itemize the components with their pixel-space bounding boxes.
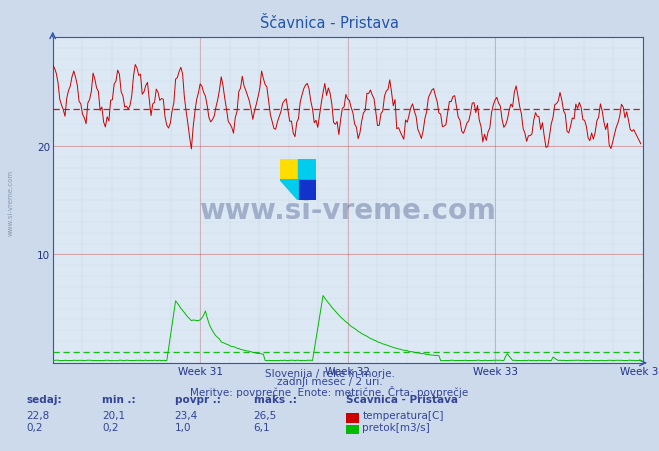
- Text: 23,4: 23,4: [175, 410, 198, 420]
- Text: 1,0: 1,0: [175, 422, 191, 432]
- Text: min .:: min .:: [102, 394, 136, 404]
- Text: Ščavnica - Pristava: Ščavnica - Pristava: [346, 394, 458, 404]
- Text: temperatura[C]: temperatura[C]: [362, 410, 444, 420]
- Text: sedaj:: sedaj:: [26, 394, 62, 404]
- Text: www.si-vreme.com: www.si-vreme.com: [199, 197, 496, 225]
- Bar: [280, 160, 298, 180]
- Bar: [298, 160, 316, 180]
- Text: povpr .:: povpr .:: [175, 394, 221, 404]
- Bar: [298, 180, 316, 201]
- Text: 0,2: 0,2: [102, 422, 119, 432]
- Text: zadnji mesec / 2 uri.: zadnji mesec / 2 uri.: [277, 377, 382, 387]
- Text: 20,1: 20,1: [102, 410, 125, 420]
- Text: Meritve: povprečne  Enote: metrične  Črta: povprečje: Meritve: povprečne Enote: metrične Črta:…: [190, 385, 469, 397]
- Text: pretok[m3/s]: pretok[m3/s]: [362, 422, 430, 432]
- Polygon shape: [280, 180, 298, 201]
- Text: maks .:: maks .:: [254, 394, 297, 404]
- Text: Ščavnica - Pristava: Ščavnica - Pristava: [260, 16, 399, 31]
- Text: 6,1: 6,1: [254, 422, 270, 432]
- Text: 22,8: 22,8: [26, 410, 49, 420]
- Text: 0,2: 0,2: [26, 422, 43, 432]
- Text: Slovenija / reke in morje.: Slovenija / reke in morje.: [264, 368, 395, 378]
- Text: 26,5: 26,5: [254, 410, 277, 420]
- Text: www.si-vreme.com: www.si-vreme.com: [8, 170, 14, 236]
